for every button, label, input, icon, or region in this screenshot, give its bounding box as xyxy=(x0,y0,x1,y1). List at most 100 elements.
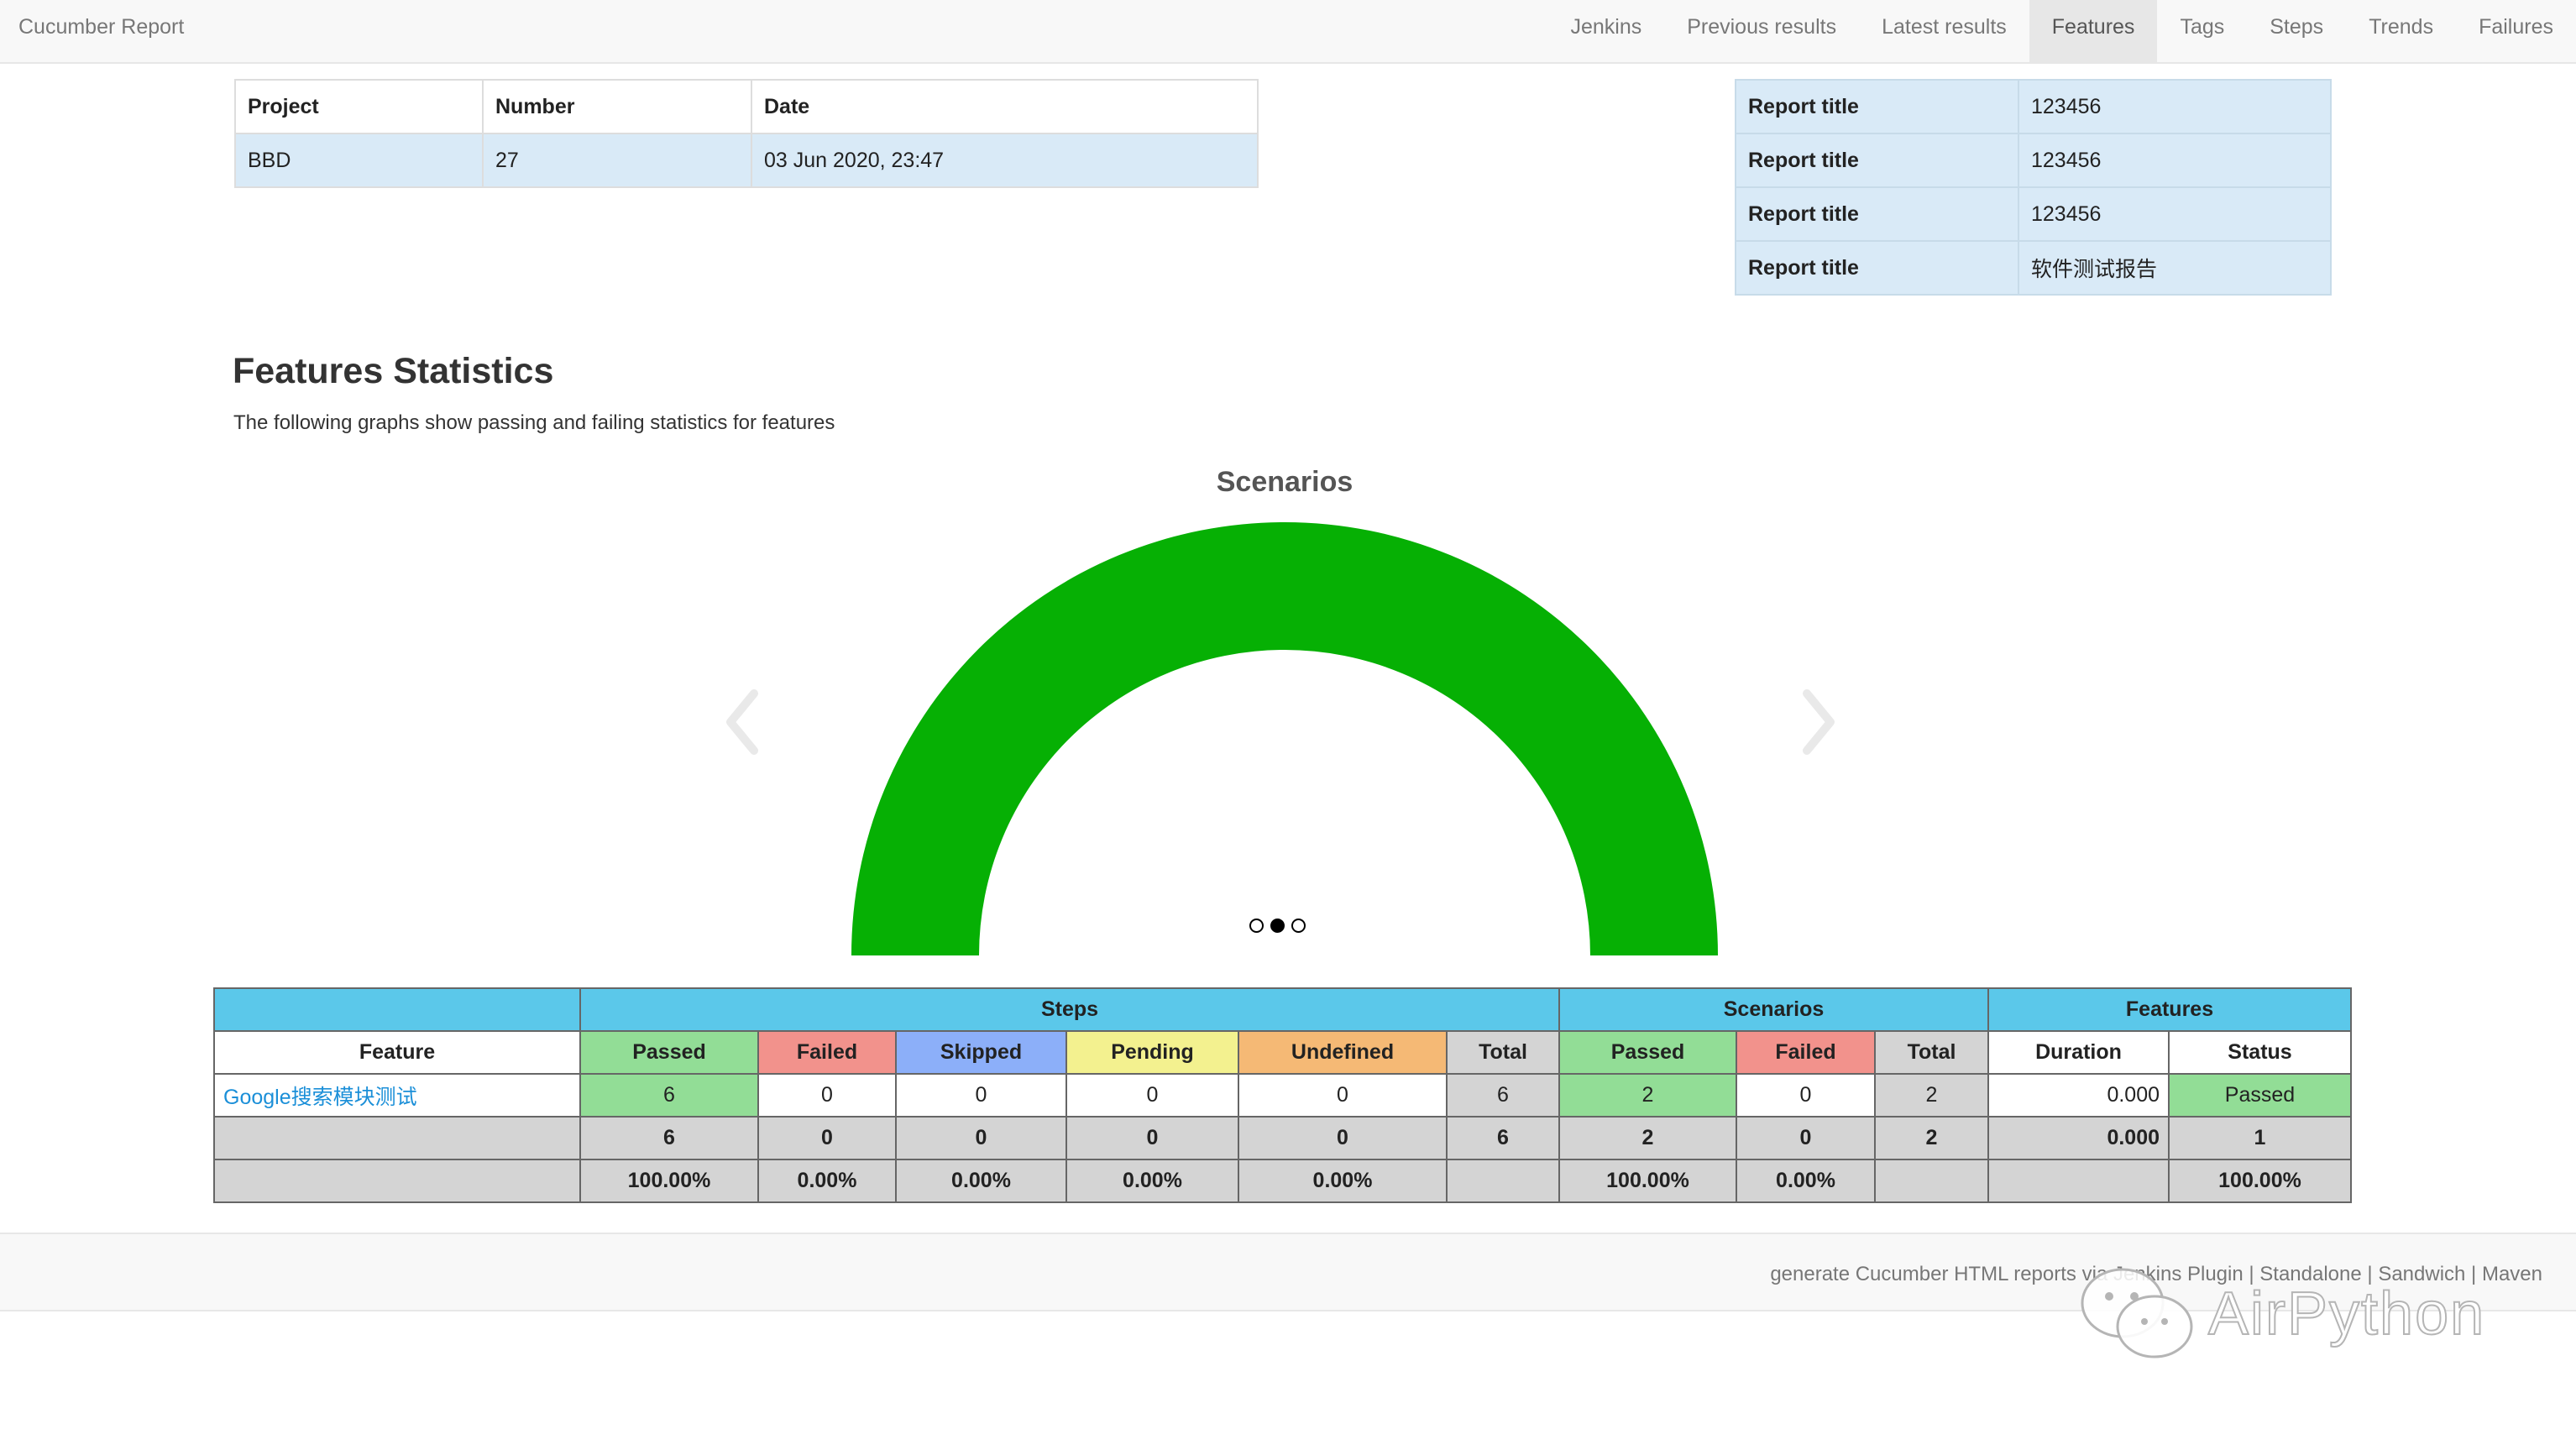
chevron-left-icon xyxy=(726,689,758,755)
col-header-status[interactable]: Status xyxy=(2168,1030,2352,1075)
totals-cell: 0 xyxy=(1065,1116,1239,1160)
totals-cell: 1 xyxy=(2168,1116,2352,1160)
percentage-cell: 100.00% xyxy=(579,1159,759,1203)
col-header-scenarios-failed[interactable]: Failed xyxy=(1736,1030,1876,1075)
footer-prefix: generate Cucumber HTML reports via xyxy=(1770,1263,2108,1285)
col-header-feature[interactable]: Feature xyxy=(213,1030,581,1075)
table-row: Google搜索模块测试 6 0 0 0 0 6 2 0 2 0.000 Pas… xyxy=(213,1073,2352,1118)
brand-link[interactable]: Cucumber Report xyxy=(18,15,185,39)
duration-cell: 0.000 xyxy=(1987,1073,2170,1118)
footer: generate Cucumber HTML reports via Jenki… xyxy=(0,1233,2576,1311)
totals-cell: 6 xyxy=(1446,1116,1560,1160)
scenarios-total-cell: 2 xyxy=(1874,1073,1989,1118)
totals-cell: 2 xyxy=(1558,1116,1737,1160)
build-project: BBD xyxy=(234,133,484,188)
report-value: 123456 xyxy=(2018,133,2332,188)
percentage-cell: 0.00% xyxy=(895,1159,1067,1203)
percentage-cell xyxy=(213,1159,581,1203)
totals-cell xyxy=(213,1116,581,1160)
col-header-steps-passed[interactable]: Passed xyxy=(579,1030,759,1075)
report-value: 123456 xyxy=(2018,79,2332,134)
status-cell: Passed xyxy=(2168,1073,2352,1118)
feature-name-cell: Google搜索模块测试 xyxy=(213,1073,581,1118)
build-date: 03 Jun 2020, 23:47 xyxy=(751,133,1259,188)
carousel-dot[interactable] xyxy=(1291,919,1306,933)
nav-jenkins[interactable]: Jenkins xyxy=(1570,15,1642,39)
percentage-cell xyxy=(1874,1159,1989,1203)
build-header-date: Date xyxy=(751,79,1259,134)
scenarios-gauge-chart xyxy=(851,522,1718,955)
col-header-duration[interactable]: Duration xyxy=(1987,1030,2170,1075)
totals-row: 6 0 0 0 0 6 2 0 2 0.000 1 xyxy=(213,1116,2352,1160)
group-header-empty xyxy=(213,987,581,1032)
footer-link-sandwich[interactable]: Sandwich xyxy=(2378,1263,2466,1285)
group-header-scenarios: Scenarios xyxy=(1558,987,1989,1032)
scenarios-passed-cell: 2 xyxy=(1558,1073,1737,1118)
feature-link[interactable]: Google搜索模块测试 xyxy=(223,1085,417,1109)
gauge-slice-passed[interactable] xyxy=(851,522,1718,955)
col-header-scenarios-total[interactable]: Total xyxy=(1874,1030,1989,1075)
footer-link-maven[interactable]: Maven xyxy=(2481,1263,2542,1285)
col-header-steps-undefined[interactable]: Undefined xyxy=(1238,1030,1448,1075)
percentage-cell: 0.00% xyxy=(1065,1159,1239,1203)
carousel-next-button[interactable] xyxy=(1800,688,1837,756)
nav-tags[interactable]: Tags xyxy=(2180,15,2225,39)
totals-cell: 0 xyxy=(757,1116,897,1160)
percentages-row: 100.00% 0.00% 0.00% 0.00% 0.00% 100.00% … xyxy=(213,1159,2352,1203)
nav-failures[interactable]: Failures xyxy=(2479,15,2553,39)
report-key: Report title xyxy=(1735,240,2019,296)
totals-cell: 2 xyxy=(1874,1116,1989,1160)
col-header-steps-skipped[interactable]: Skipped xyxy=(895,1030,1067,1075)
percentage-cell: 0.00% xyxy=(1238,1159,1448,1203)
nav-steps[interactable]: Steps xyxy=(2270,15,2324,39)
report-key: Report title xyxy=(1735,133,2019,188)
report-key: Report title xyxy=(1735,79,2019,134)
totals-cell: 6 xyxy=(579,1116,759,1160)
steps-pending-cell: 0 xyxy=(1065,1073,1239,1118)
watermark: AirPython xyxy=(2074,1259,2485,1369)
carousel-dot[interactable] xyxy=(1249,919,1264,933)
steps-total-cell: 6 xyxy=(1446,1073,1560,1118)
footer-text: generate Cucumber HTML reports via Jenki… xyxy=(1770,1263,2542,1285)
carousel-dot-active[interactable] xyxy=(1270,919,1285,933)
totals-cell: 0 xyxy=(1238,1116,1448,1160)
build-header-project: Project xyxy=(234,79,484,134)
nav-previous-results[interactable]: Previous results xyxy=(1687,15,1837,39)
nav-trends[interactable]: Trends xyxy=(2369,15,2434,39)
steps-passed-cell: 6 xyxy=(579,1073,759,1118)
carousel-indicators xyxy=(1249,919,1306,933)
feature-stats-table: Steps Scenarios Features Feature Passed … xyxy=(213,987,2352,1203)
footer-link-standalone[interactable]: Standalone xyxy=(2259,1263,2362,1285)
percentage-cell xyxy=(1987,1159,2170,1203)
percentage-cell: 0.00% xyxy=(757,1159,897,1203)
carousel-prev-button[interactable] xyxy=(724,688,761,756)
nav-latest-results[interactable]: Latest results xyxy=(1882,15,2007,39)
totals-cell: 0 xyxy=(895,1116,1067,1160)
navbar: Cucumber Report Jenkins Previous results… xyxy=(0,0,2576,64)
col-header-steps-pending[interactable]: Pending xyxy=(1065,1030,1239,1075)
report-info-table: Report title 123456 Report title 123456 Re… xyxy=(1735,79,2332,296)
percentage-cell: 100.00% xyxy=(2168,1159,2352,1203)
steps-undefined-cell: 0 xyxy=(1238,1073,1448,1118)
steps-skipped-cell: 0 xyxy=(895,1073,1067,1118)
col-header-scenarios-passed[interactable]: Passed xyxy=(1558,1030,1737,1075)
section-title: Features Statistics xyxy=(233,351,554,391)
nav-features[interactable]: Features xyxy=(2029,0,2158,64)
percentage-cell: 0.00% xyxy=(1736,1159,1876,1203)
steps-failed-cell: 0 xyxy=(757,1073,897,1118)
col-header-steps-failed[interactable]: Failed xyxy=(757,1030,897,1075)
watermark-text: AirPython xyxy=(2207,1280,2486,1348)
section-description: The following graphs show passing and fa… xyxy=(233,411,835,434)
scenarios-failed-cell: 0 xyxy=(1736,1073,1876,1118)
totals-cell: 0 xyxy=(1736,1116,1876,1160)
chevron-right-icon xyxy=(1803,689,1835,755)
nav-links: Jenkins Previous results Latest results … xyxy=(1547,0,2576,64)
group-header-features: Features xyxy=(1987,987,2352,1032)
col-header-steps-total[interactable]: Total xyxy=(1446,1030,1560,1075)
build-info-table: Project Number Date BBD 27 03 Jun 2020, … xyxy=(234,79,1259,188)
report-value: 软件测试报告 xyxy=(2018,240,2332,296)
build-header-number: Number xyxy=(482,79,752,134)
report-value: 123456 xyxy=(2018,186,2332,242)
chart-title: Scenarios xyxy=(1216,466,1353,498)
percentage-cell xyxy=(1446,1159,1560,1203)
